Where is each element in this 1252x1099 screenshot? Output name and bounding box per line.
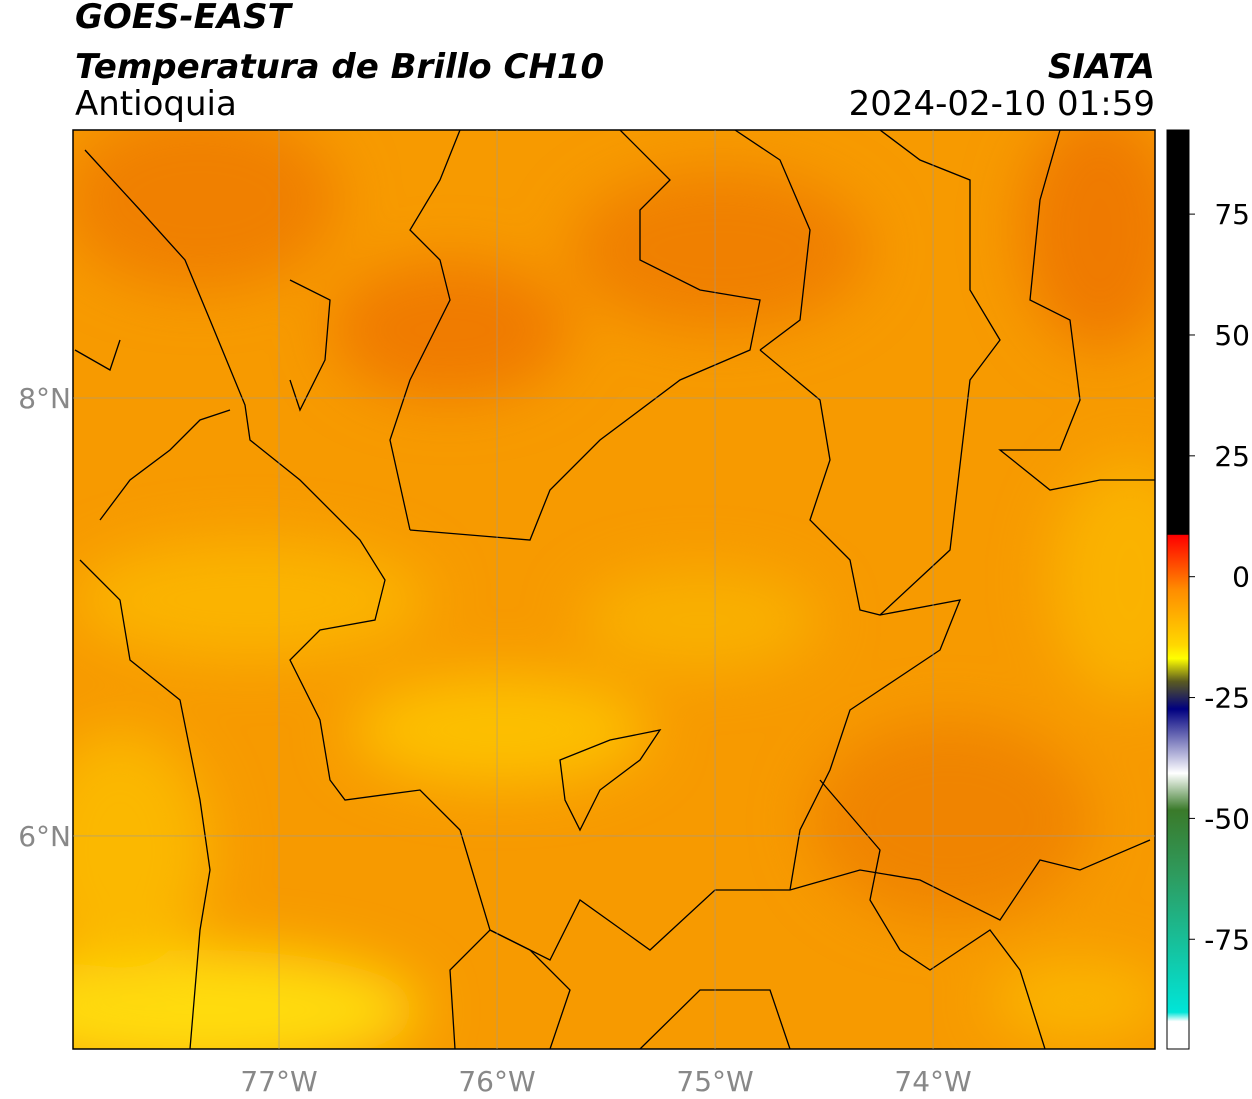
colorbar-tick-label: 50 [1214,319,1250,352]
title: GOES-EAST [75,0,294,37]
y-tick-label: 6°N [18,820,71,853]
colorbar-tick-label: -75 [1204,923,1250,956]
x-tick-label: 75°W [676,1065,753,1098]
colorbar-tick-label: -25 [1204,682,1250,715]
source: SIATA [1048,47,1155,87]
x-tick-label: 77°W [240,1065,317,1098]
y-tick-label: 8°N [18,382,71,415]
colorbar [1166,129,1190,1050]
map-frame [72,129,1156,1050]
colorbar-tick-label: 0 [1232,561,1250,594]
subtitle: Temperatura de Brillo CH10 [75,47,604,87]
imagery [73,130,1155,1049]
colorbar-tick-label: -50 [1204,802,1250,835]
colorbar-tick-label: 25 [1214,440,1250,473]
colorbar-tick-label: 75 [1214,198,1250,231]
datetime: 2024-02-10 01:59 [849,84,1155,124]
x-tick-label: 74°W [894,1065,971,1098]
x-tick-label: 76°W [458,1065,535,1098]
region: Antioquia [75,84,237,124]
